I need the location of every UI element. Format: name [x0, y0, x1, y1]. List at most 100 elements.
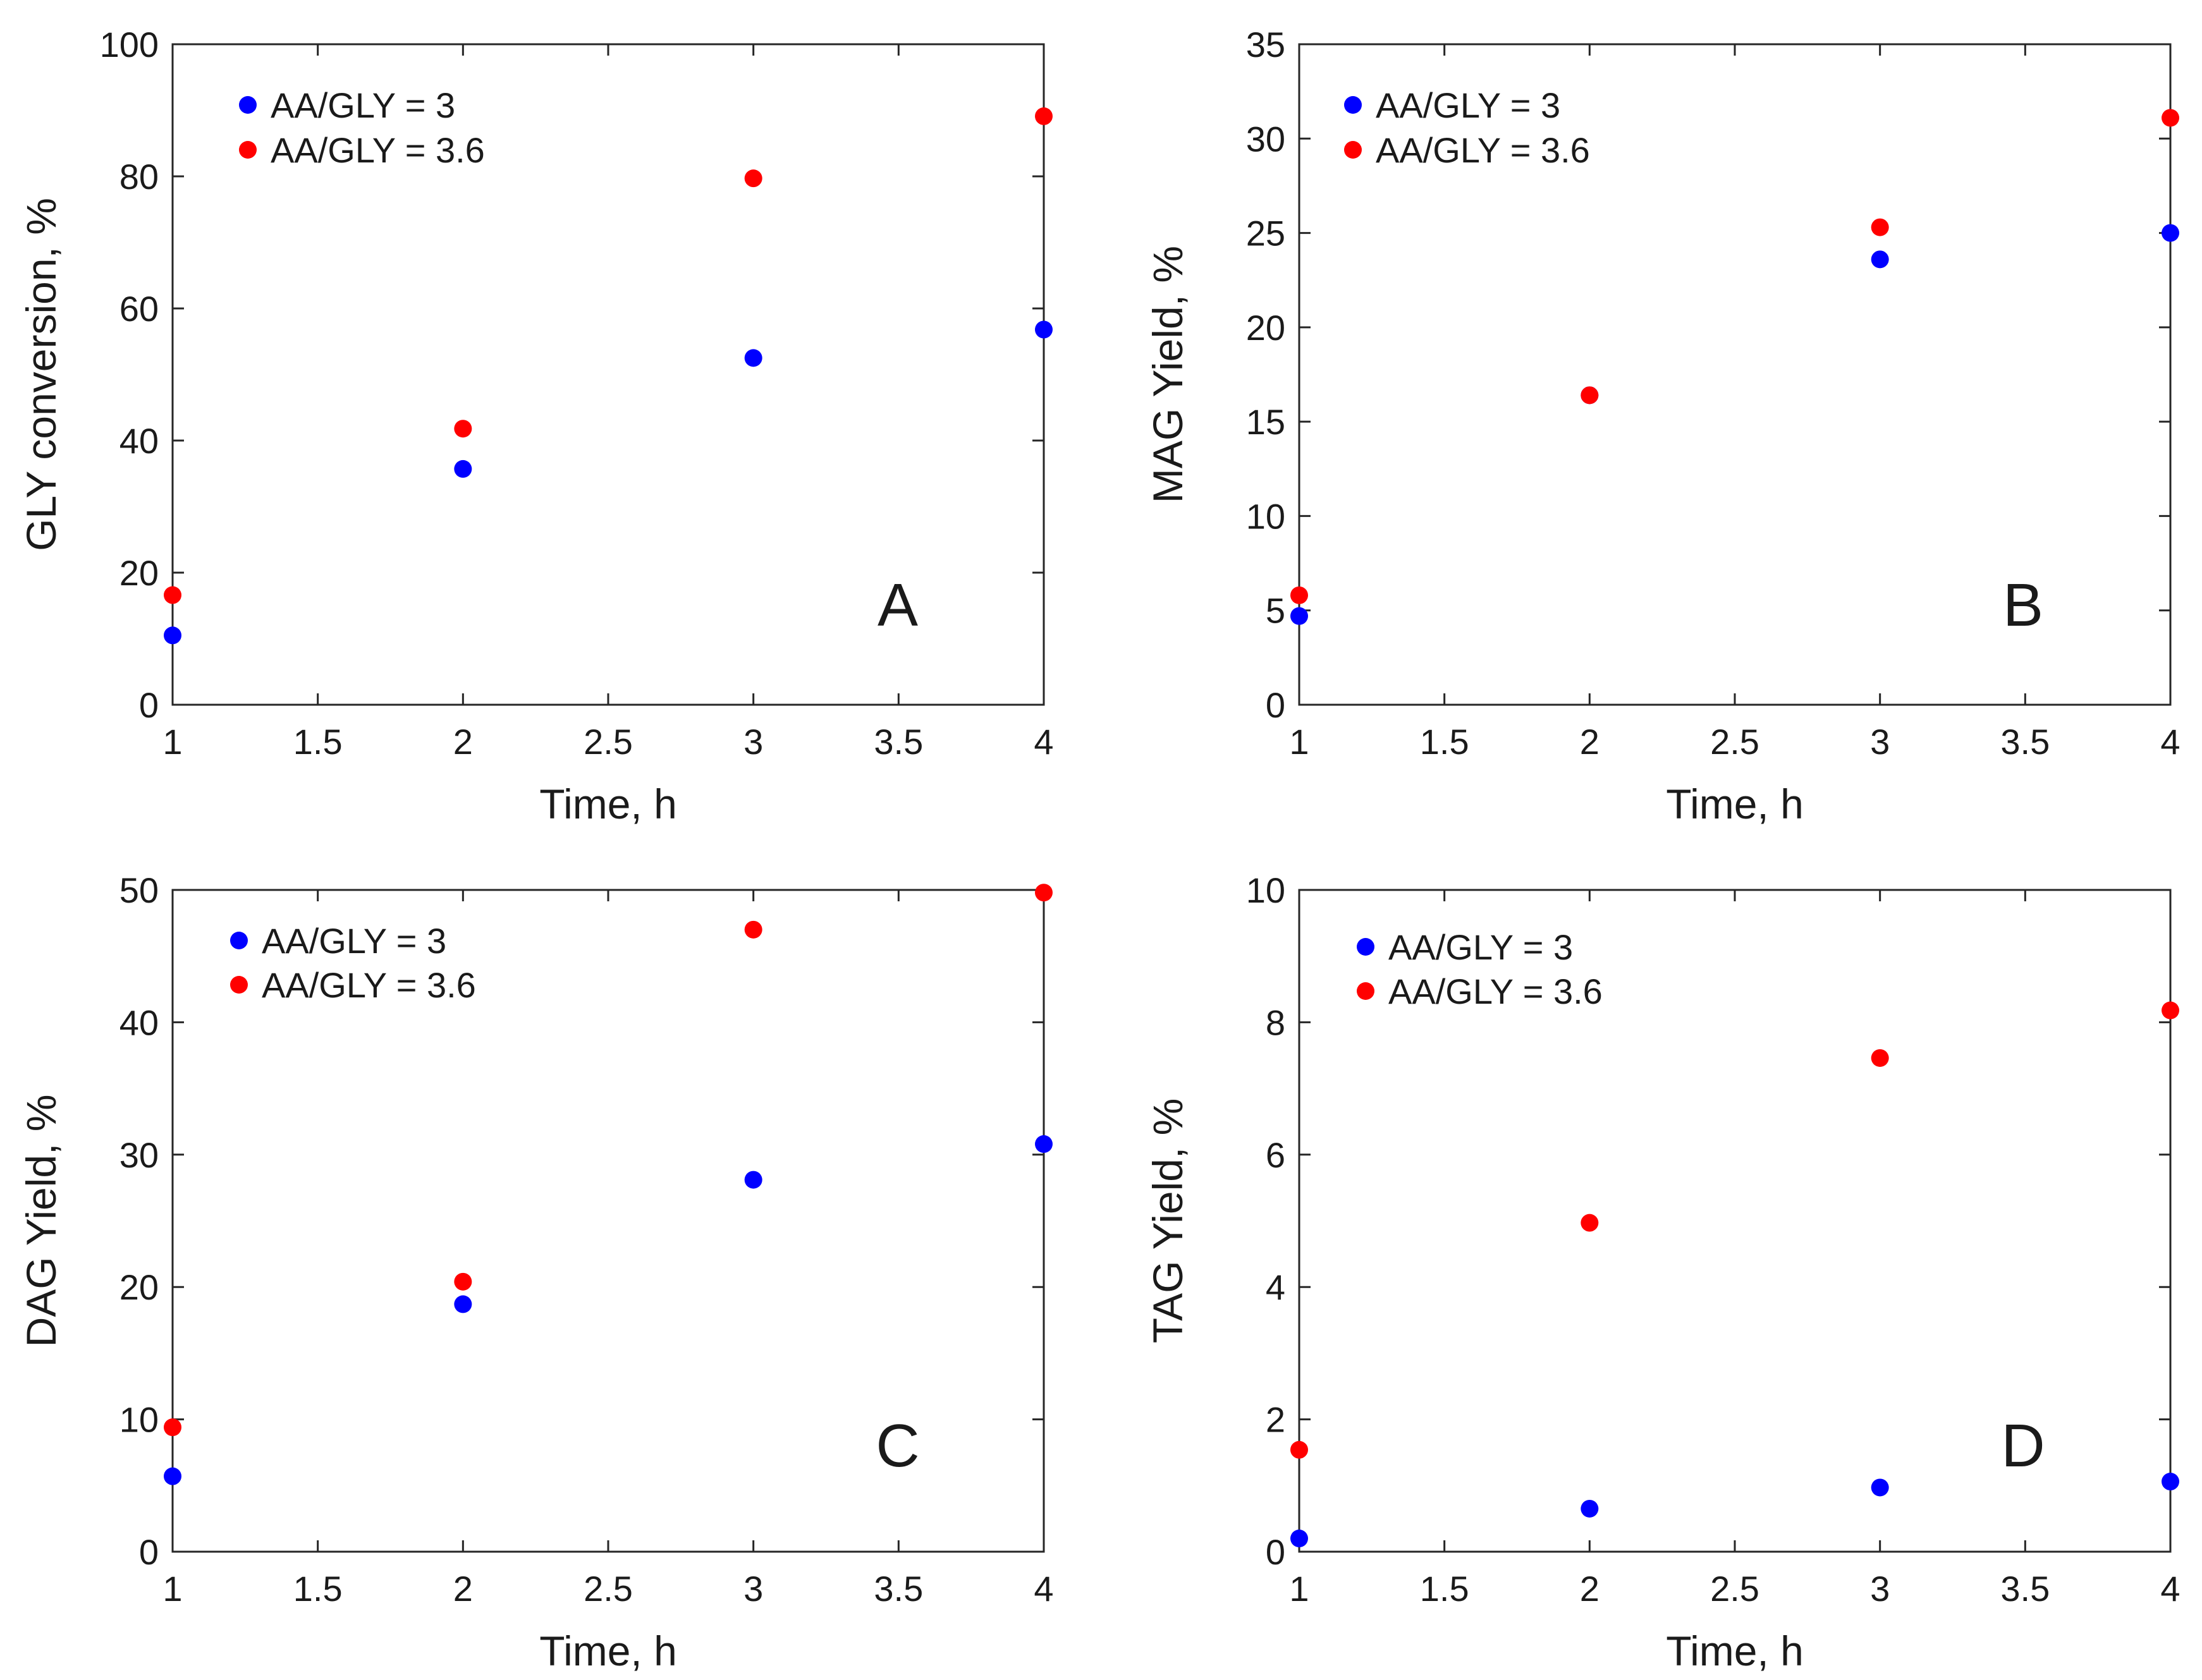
legend-label: AA/GLY = 3.6: [271, 130, 485, 170]
x-tick-label: 1.5: [293, 722, 343, 762]
x-tick-label: 4: [2160, 1569, 2180, 1609]
x-tick-label: 2: [453, 722, 473, 762]
legend-label: AA/GLY = 3: [1388, 927, 1573, 967]
x-tick-label: 2.5: [584, 1569, 633, 1609]
x-tick-label: 1: [1289, 1569, 1309, 1609]
x-tick-label: 3.5: [2000, 1569, 2050, 1609]
legend-label: AA/GLY = 3: [1376, 85, 1560, 125]
data-point: [1871, 1049, 1889, 1067]
panel-letter: D: [2001, 1412, 2045, 1480]
panel-letter: A: [878, 571, 918, 639]
y-tick-label: 0: [139, 685, 159, 725]
panel-b: 1 1.5 2 2.5 3 3.5 4 0 5 10 15 20 25 30 35 Time, h MAG Yi…: [1144, 25, 2181, 827]
y-tick-label: 4: [1266, 1267, 1285, 1307]
plot-area: [1298, 889, 2172, 1553]
y-tick-label: 10: [1246, 870, 1285, 910]
data-point: [2162, 224, 2179, 242]
data-point: [164, 1467, 181, 1485]
x-tick-label: 1: [162, 722, 182, 762]
y-tick-label: 35: [1246, 25, 1285, 64]
y-tick-label: 80: [119, 157, 159, 197]
data-point: [744, 920, 762, 939]
data-point: [1035, 320, 1053, 339]
x-tick-label: 1: [162, 1569, 182, 1609]
data-point: [454, 1272, 472, 1291]
legend-label: AA/GLY = 3: [262, 921, 446, 961]
y-tick-label: 2: [1266, 1400, 1285, 1440]
y-axis-title: MAG Yield, %: [1144, 246, 1191, 503]
data-point: [1035, 107, 1053, 125]
x-tick-label: 2.5: [1710, 1569, 1759, 1609]
legend-marker: [239, 96, 257, 114]
y-tick-label: 15: [1246, 402, 1285, 442]
legend-marker: [1344, 96, 1362, 114]
x-tick-label: 2: [1580, 1569, 1600, 1609]
y-tick-label: 8: [1266, 1002, 1285, 1042]
y-tick-label: 30: [1246, 119, 1285, 159]
data-point: [744, 349, 762, 367]
legend-marker: [1357, 938, 1374, 956]
data-point: [164, 626, 181, 645]
x-tick-label: 4: [1034, 1569, 1053, 1609]
x-tick-label: 3: [743, 1569, 763, 1609]
x-tick-label: 2: [453, 1569, 473, 1609]
x-axis-title: Time, h: [539, 781, 677, 827]
data-point: [2162, 1001, 2179, 1020]
x-tick-label: 3: [743, 722, 763, 762]
x-tick-label: 1.5: [293, 1569, 343, 1609]
y-tick-label: 20: [119, 553, 159, 593]
data-point: [744, 1171, 762, 1189]
y-axis-title: DAG Yield, %: [18, 1095, 64, 1348]
x-tick-label: 1: [1289, 722, 1309, 762]
data-point: [744, 169, 762, 188]
data-point: [1290, 1440, 1308, 1459]
y-tick-label: 0: [1266, 1532, 1285, 1572]
data-point: [1871, 218, 1889, 236]
data-point: [454, 420, 472, 438]
legend-label: AA/GLY = 3.6: [1376, 130, 1590, 170]
y-axis-title: GLY conversion, %: [18, 198, 64, 551]
y-tick-label: 0: [139, 1532, 159, 1572]
x-tick-label: 4: [2160, 722, 2180, 762]
data-point: [1581, 386, 1599, 405]
x-tick-label: 4: [1034, 722, 1053, 762]
x-tick-label: 2: [1580, 722, 1600, 762]
y-tick-label: 40: [119, 421, 159, 461]
y-tick-label: 60: [119, 289, 159, 329]
data-point: [2162, 1473, 2179, 1491]
y-tick-label: 10: [1246, 496, 1285, 536]
panel-letter: B: [2003, 571, 2043, 639]
x-tick-label: 3.5: [874, 1569, 923, 1609]
data-point: [2162, 109, 2179, 127]
y-tick-label: 20: [119, 1267, 159, 1307]
y-tick-label: 30: [119, 1135, 159, 1175]
y-tick-label: 20: [1246, 308, 1285, 348]
legend-marker: [239, 141, 257, 159]
x-tick-label: 1.5: [1420, 722, 1469, 762]
x-tick-label: 3: [1870, 722, 1890, 762]
data-point: [1035, 1135, 1053, 1153]
y-tick-label: 40: [119, 1002, 159, 1042]
legend-marker: [230, 976, 248, 994]
data-point: [1581, 1214, 1599, 1232]
panel-letter: C: [876, 1412, 919, 1480]
x-tick-label: 2.5: [584, 722, 633, 762]
plot-area: [171, 43, 1045, 706]
legend-marker: [1357, 982, 1374, 1000]
data-point: [1871, 250, 1889, 269]
data-point: [1290, 607, 1308, 625]
x-axis-title: Time, h: [1666, 1628, 1804, 1674]
data-point: [164, 586, 181, 604]
data-point: [454, 460, 472, 478]
y-tick-label: 5: [1266, 591, 1285, 631]
legend-marker: [1344, 141, 1362, 159]
data-point: [454, 1295, 472, 1313]
y-tick-label: 100: [100, 25, 159, 64]
legend-label: AA/GLY = 3.6: [262, 965, 476, 1005]
legend-marker: [230, 932, 248, 949]
x-tick-label: 3: [1870, 1569, 1890, 1609]
x-tick-label: 2.5: [1710, 722, 1759, 762]
y-tick-label: 50: [119, 870, 159, 910]
legend-label: AA/GLY = 3.6: [1388, 971, 1603, 1011]
